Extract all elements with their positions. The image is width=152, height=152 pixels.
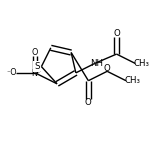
- Text: O: O: [32, 48, 38, 57]
- Text: O: O: [103, 64, 110, 73]
- Text: O: O: [85, 98, 92, 107]
- Text: S: S: [34, 62, 40, 71]
- Text: O: O: [114, 29, 121, 38]
- Text: NH: NH: [90, 59, 103, 68]
- Text: CH₃: CH₃: [125, 76, 141, 85]
- Text: ⁻O: ⁻O: [6, 68, 17, 77]
- Text: CH₃: CH₃: [134, 59, 150, 68]
- Text: N⁺: N⁺: [31, 69, 41, 78]
